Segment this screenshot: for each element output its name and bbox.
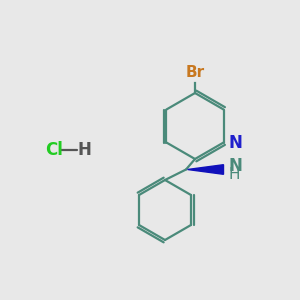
Text: Cl: Cl [45, 141, 63, 159]
Text: H: H [78, 141, 92, 159]
Text: Br: Br [185, 65, 205, 80]
Polygon shape [188, 165, 224, 174]
Text: H: H [228, 167, 239, 182]
Text: N: N [228, 134, 242, 152]
Text: N: N [228, 157, 242, 175]
